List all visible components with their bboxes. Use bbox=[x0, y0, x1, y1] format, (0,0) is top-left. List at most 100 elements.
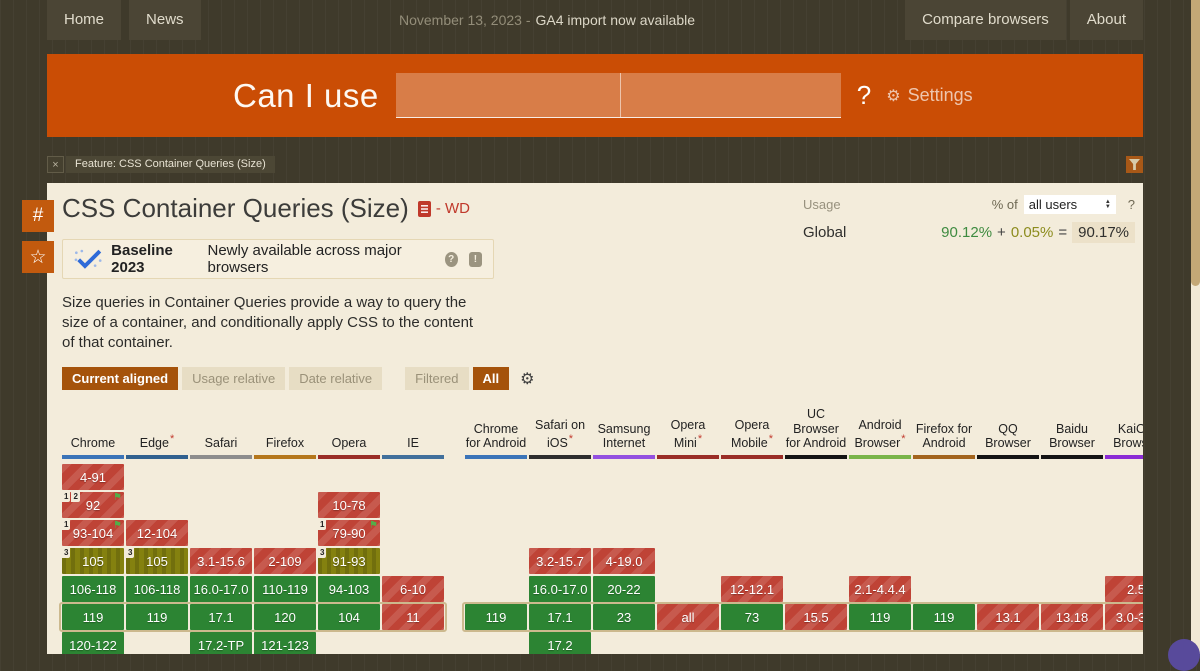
support-cell[interactable]: 10-78 bbox=[318, 492, 380, 518]
support-cell[interactable]: 79-90 1 ⚑ bbox=[318, 520, 380, 546]
support-cell[interactable]: 91-93 3 bbox=[318, 548, 380, 574]
usage-audience-select[interactable]: all users ▲ ▼ bbox=[1023, 195, 1116, 214]
usage-supported-pct: 90.12% bbox=[941, 224, 993, 241]
support-cell[interactable]: 119 bbox=[465, 604, 527, 630]
browser-name: Chrome for Android bbox=[465, 421, 527, 450]
filter-funnel-button[interactable] bbox=[1126, 156, 1143, 173]
note-markers: 3 bbox=[62, 548, 71, 558]
support-cell[interactable]: 11 bbox=[382, 604, 444, 630]
site-logo[interactable]: Can I use bbox=[233, 76, 379, 114]
browser-name: Safari on iOS* bbox=[534, 418, 586, 450]
usage-region: Global bbox=[803, 224, 847, 241]
support-cell[interactable]: 3.1-15.6 bbox=[190, 548, 252, 574]
toggle-all[interactable]: All bbox=[472, 367, 510, 390]
support-cell[interactable]: 92 1 2 ⚑ bbox=[62, 492, 124, 518]
support-cell[interactable]: 110-119 bbox=[254, 576, 316, 602]
browser-brand-bar bbox=[318, 455, 380, 459]
support-cell[interactable]: 2-109 bbox=[254, 548, 316, 574]
support-cell[interactable]: all bbox=[657, 604, 719, 630]
flag-icon: ⚑ bbox=[113, 492, 122, 503]
support-cell[interactable]: 23 bbox=[593, 604, 655, 630]
support-cell[interactable]: 17.2-TP bbox=[190, 632, 252, 654]
version-range: 12-12.1 bbox=[729, 581, 775, 597]
support-cell[interactable]: 17.2 bbox=[529, 632, 591, 654]
nav-news[interactable]: News bbox=[129, 0, 201, 40]
usage-help-icon[interactable]: ? bbox=[1127, 197, 1135, 212]
support-cell[interactable]: 17.1 bbox=[529, 604, 591, 630]
browser-name: Firefox bbox=[265, 435, 305, 450]
support-cell[interactable]: 12-104 bbox=[126, 520, 188, 546]
support-cell[interactable]: 3.0-3.1 bbox=[1105, 604, 1143, 630]
support-cell[interactable]: 93-104 1 ⚑ bbox=[62, 520, 124, 546]
browser-brand-bar bbox=[1041, 455, 1103, 459]
support-cell[interactable]: 20-22 bbox=[593, 576, 655, 602]
nav-compare-browsers[interactable]: Compare browsers bbox=[905, 0, 1066, 40]
support-cell[interactable]: 119 bbox=[913, 604, 975, 630]
search-input[interactable] bbox=[395, 73, 841, 118]
support-cell[interactable]: 16.0-17.0 bbox=[190, 576, 252, 602]
support-cell[interactable]: 6-10 bbox=[382, 576, 444, 602]
permalink-hash-button[interactable]: # bbox=[22, 200, 54, 232]
nav-home[interactable]: Home bbox=[47, 0, 122, 40]
support-cell[interactable]: 16.0-17.0 bbox=[529, 576, 591, 602]
support-cell[interactable]: 121-123 bbox=[254, 632, 316, 654]
browser-name: Safari bbox=[204, 435, 238, 450]
support-cell[interactable]: 104 bbox=[318, 604, 380, 630]
feedback-fab[interactable] bbox=[1168, 639, 1200, 671]
announcement-message: GA4 import now available bbox=[535, 12, 696, 28]
support-cell[interactable]: 120-122 bbox=[62, 632, 124, 654]
search-help-mark[interactable]: ? bbox=[856, 80, 872, 110]
support-cell[interactable]: 119 bbox=[62, 604, 124, 630]
version-range: 3.2-15.7 bbox=[536, 553, 584, 569]
support-cell[interactable]: 3.2-15.7 bbox=[529, 548, 591, 574]
baseline-report-icon[interactable]: ! bbox=[468, 251, 483, 267]
version-range: all bbox=[681, 609, 695, 625]
support-cell[interactable]: 105 3 bbox=[126, 548, 188, 574]
support-cell[interactable]: 105 3 bbox=[62, 548, 124, 574]
browser-name: UC Browser for Android bbox=[785, 407, 847, 450]
scrollbar-thumb[interactable] bbox=[1191, 0, 1200, 286]
support-cell[interactable]: 12-12.1 bbox=[721, 576, 783, 602]
nav-about[interactable]: About bbox=[1069, 0, 1143, 40]
support-cell[interactable]: 120 bbox=[254, 604, 316, 630]
favorite-star-button[interactable]: ☆ bbox=[22, 241, 54, 273]
support-cell[interactable]: 119 bbox=[126, 604, 188, 630]
support-cell[interactable]: 2.1-4.4.4 bbox=[849, 576, 911, 602]
table-settings-gear-icon[interactable]: ⚙ bbox=[520, 370, 535, 388]
support-cell[interactable]: 73 bbox=[721, 604, 783, 630]
browser-name: Android Browser* bbox=[854, 418, 906, 450]
toggle-usage-relative[interactable]: Usage relative bbox=[182, 367, 286, 390]
baseline-badge: Baseline 2023 bbox=[111, 242, 173, 276]
browser-name: Firefox for Android bbox=[915, 421, 973, 450]
support-cell[interactable]: 13.18 bbox=[1041, 604, 1103, 630]
close-icon[interactable]: × bbox=[47, 156, 64, 173]
version-range: 120 bbox=[274, 609, 296, 625]
support-cell[interactable]: 4-19.0 bbox=[593, 548, 655, 574]
filter-chip-row: × Feature: CSS Container Queries (Size) bbox=[47, 156, 1143, 174]
baseline-help-icon[interactable]: ? bbox=[444, 251, 458, 267]
page-scrollbar[interactable] bbox=[1191, 0, 1200, 654]
support-cell[interactable]: 119 bbox=[849, 604, 911, 630]
browser-brand-bar bbox=[126, 455, 188, 459]
support-cell[interactable]: 2.5 bbox=[1105, 576, 1143, 602]
browser-brand-bar bbox=[382, 455, 444, 459]
side-rail: # ☆ bbox=[22, 200, 54, 273]
spec-link[interactable]: - WD bbox=[417, 200, 470, 217]
feature-panel: CSS Container Queries (Size) - WD Usage … bbox=[47, 183, 1143, 654]
version-range: 6-10 bbox=[399, 581, 427, 597]
support-cell[interactable]: 17.1 bbox=[190, 604, 252, 630]
browser-column-header: Opera Mobile* bbox=[721, 397, 783, 459]
browser-brand-bar bbox=[62, 455, 124, 459]
support-cell[interactable]: 4-91 bbox=[62, 464, 124, 490]
toggle-current-aligned[interactable]: Current aligned bbox=[62, 367, 179, 390]
support-cell[interactable]: 15.5 bbox=[785, 604, 847, 630]
support-cell[interactable]: 94-103 bbox=[318, 576, 380, 602]
settings-button[interactable]: ⚙ Settings bbox=[886, 85, 972, 106]
toggle-filtered[interactable]: Filtered bbox=[405, 367, 469, 390]
version-range: 4-19.0 bbox=[605, 553, 643, 569]
support-cell[interactable]: 106-118 bbox=[126, 576, 188, 602]
support-cell[interactable]: 13.1 bbox=[977, 604, 1039, 630]
toggle-date-relative[interactable]: Date relative bbox=[289, 367, 383, 390]
support-cell[interactable]: 106-118 bbox=[62, 576, 124, 602]
browser-column-header: Android Browser* bbox=[849, 397, 911, 459]
